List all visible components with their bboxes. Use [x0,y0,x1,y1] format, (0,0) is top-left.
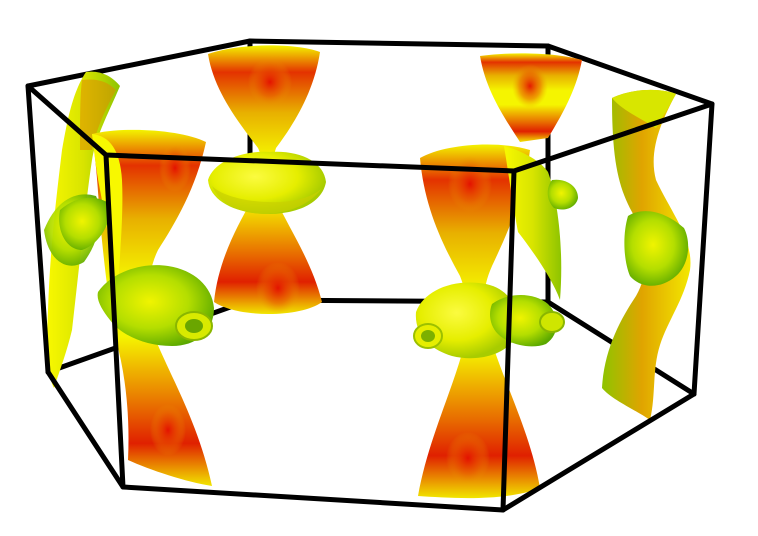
front-right-hourglass [413,144,578,499]
right-sheet [602,89,691,421]
back-right-hourglass [480,53,582,142]
zone-frame-front [25,83,715,513]
center-hourglass [208,45,326,315]
